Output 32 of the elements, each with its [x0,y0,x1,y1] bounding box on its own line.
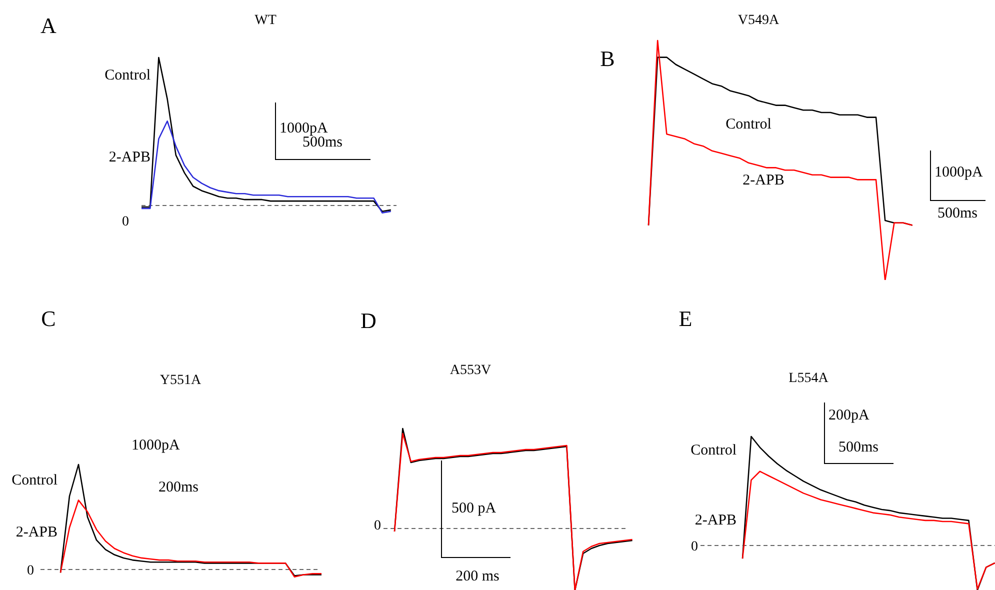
text: B [600,46,615,71]
text: D [360,308,376,333]
series-label: 2-APB [742,172,784,188]
annotation: 200ms [158,480,199,496]
text: 1000pA [934,164,983,180]
chart-title: L554A [788,371,830,386]
text: A [40,13,57,38]
annotation: 200 ms [456,568,500,584]
series-label: 2-APB [16,524,58,540]
chart-title: Y551A [160,373,202,388]
chart-title: A553V [450,363,492,378]
text: 500ms [938,206,978,222]
text: C [41,306,56,331]
chart-title: WT [254,13,277,28]
annotation: 500ms [302,134,343,150]
annotation: 500ms [838,440,879,456]
series-label: Control [104,68,151,84]
text: 1000pA [132,438,180,454]
series-label: Control [726,116,772,132]
ref-line-label: 0 [27,564,34,578]
text: 200pA [828,408,870,424]
text: E [678,306,692,331]
series-label: Control [690,442,737,458]
annotation: 1000pA [280,120,328,136]
annotation: 500 pA [452,500,496,516]
series-label: Control [12,472,58,488]
chart-title: V549A [738,13,780,28]
series-label: 2-APB [108,150,151,166]
ref-line-label: 0 [374,518,381,534]
series-label: 2-APB [694,512,737,528]
ref-line-label: 0 [691,540,698,554]
ref-line-label: 0 [122,214,129,230]
